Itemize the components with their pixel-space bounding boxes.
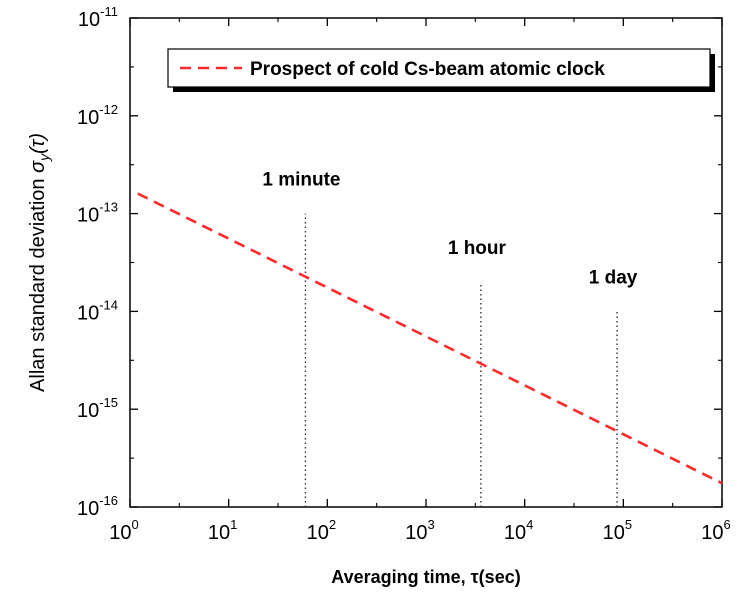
legend-label: Prospect of cold Cs-beam atomic clock <box>250 59 605 80</box>
marker-label: 1 minute <box>262 170 340 191</box>
x-tick-base: 10 <box>208 522 230 544</box>
y-tick-base: 10 <box>78 9 100 31</box>
x-tick-exponent: 3 <box>428 517 435 532</box>
y-tick-exponent: -16 <box>99 493 118 508</box>
x-tick-label: 106 <box>701 517 730 544</box>
x-tick-base: 10 <box>405 522 427 544</box>
x-tick-base: 10 <box>701 522 723 544</box>
x-tick-label: 100 <box>109 517 138 544</box>
y-tick-exponent: -12 <box>99 102 118 117</box>
y-tick-label: 10-13 <box>77 200 118 227</box>
y-axis-label-symbol: σ <box>27 160 49 173</box>
x-tick-label: 105 <box>603 517 632 544</box>
y-axis-label-main: Allan standard deviation <box>27 173 49 392</box>
y-tick-exponent: -15 <box>99 395 118 410</box>
y-tick-label: 10-16 <box>77 493 118 520</box>
y-tick-base: 10 <box>77 400 99 422</box>
y-tick-label: 10-12 <box>77 102 118 129</box>
x-tick-exponent: 4 <box>526 517 533 532</box>
time-markers: 1 minute 1 hour 1 day <box>262 170 638 507</box>
x-tick-label: 104 <box>504 517 533 544</box>
legend-box <box>167 48 711 88</box>
y-tick-label: 10-11 <box>78 4 118 31</box>
y-axis-label: Allan standard deviation σy(τ) <box>27 133 52 392</box>
y-tick-exponent: -14 <box>99 297 118 312</box>
y-tick-base: 10 <box>77 498 99 520</box>
x-tick-exponent: 6 <box>724 517 731 532</box>
y-tick-base: 10 <box>77 302 99 324</box>
y-tick-base: 10 <box>77 107 99 129</box>
x-tick-label: 102 <box>307 517 336 544</box>
legend: Prospect of cold Cs-beam atomic clock <box>167 48 715 92</box>
x-tick-label: 101 <box>208 517 237 544</box>
x-axis-label: Averaging time, τ(sec) <box>331 567 520 587</box>
marker-label: 1 hour <box>448 238 507 259</box>
axis-ticks <box>129 17 723 508</box>
x-tick-base: 10 <box>109 522 131 544</box>
x-tick-exponent: 0 <box>132 517 139 532</box>
y-tick-label: 10-14 <box>77 297 118 324</box>
y-tick-label: 10-15 <box>77 395 118 422</box>
x-tick-base: 10 <box>307 522 329 544</box>
x-tick-base: 10 <box>603 522 625 544</box>
y-axis-label-sub: y <box>36 153 52 162</box>
x-tick-labels: 100 101 102 103 104 105 106 <box>109 517 730 544</box>
x-tick-exponent: 2 <box>329 517 336 532</box>
x-tick-exponent: 5 <box>625 517 632 532</box>
y-tick-exponent: -11 <box>100 4 118 19</box>
x-tick-exponent: 1 <box>230 517 237 532</box>
y-tick-base: 10 <box>77 205 99 227</box>
series-line-cold-cs-beam <box>137 192 723 485</box>
x-tick-base: 10 <box>504 522 526 544</box>
y-axis-label-arg: (τ) <box>27 133 49 154</box>
y-tick-exponent: -13 <box>99 200 118 215</box>
x-tick-label: 103 <box>405 517 434 544</box>
marker-label: 1 day <box>589 267 638 288</box>
